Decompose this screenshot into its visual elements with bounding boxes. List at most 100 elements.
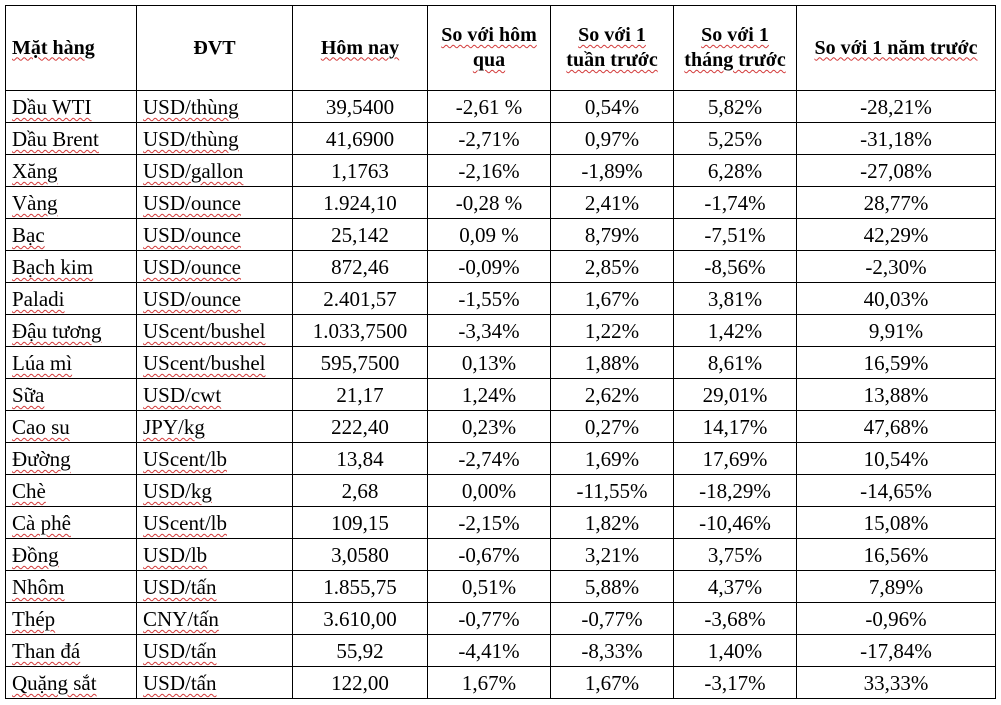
cell-vs-week: -0,77% xyxy=(550,602,674,635)
cell-vs-yesterday-text: 0,00% xyxy=(461,479,517,503)
cell-vs-month: 6,28% xyxy=(673,154,797,187)
cell-vs-week-text: -0,77% xyxy=(581,607,643,631)
cell-vs-year: 42,29% xyxy=(796,218,996,251)
cell-item-text: Than đá xyxy=(12,639,81,663)
cell-vs-year-text: 47,68% xyxy=(863,415,929,439)
cell-vs-year: 40,03% xyxy=(796,282,996,315)
cell-vs-yesterday-text: 0,23% xyxy=(461,415,517,439)
cell-vs-month-text: 5,82% xyxy=(707,95,763,119)
cell-unit-text: USD/ounce xyxy=(143,223,241,247)
cell-vs-year: 9,91% xyxy=(796,314,996,347)
cell-vs-month-text: -7,51% xyxy=(704,223,766,247)
cell-unit: UScent/lb xyxy=(136,442,293,475)
cell-item: Than đá xyxy=(5,634,137,667)
cell-item-text: Cà phê xyxy=(12,511,71,535)
cell-vs-week-text: 0,27% xyxy=(584,415,640,439)
cell-today: 41,6900 xyxy=(292,122,428,155)
cell-vs-week: 1,69% xyxy=(550,442,674,475)
cell-vs-year-text: 13,88% xyxy=(863,383,929,407)
cell-vs-week-text: 1,69% xyxy=(584,447,640,471)
table-row: Thép CNY/tấn 3.610,00 -0,77% -0,77% -3,68% -0,… xyxy=(5,602,996,635)
cell-vs-week: -11,55% xyxy=(550,474,674,507)
cell-vs-week: 5,88% xyxy=(550,570,674,603)
cell-today-text: 41,6900 xyxy=(325,127,395,151)
cell-unit: UScent/lb xyxy=(136,506,293,539)
cell-vs-month: -10,46% xyxy=(673,506,797,539)
cell-vs-week: -8,33% xyxy=(550,634,674,667)
cell-vs-month: 29,01% xyxy=(673,378,797,411)
cell-vs-week-text: 5,88% xyxy=(584,575,640,599)
cell-unit-text: USD/ounce xyxy=(143,255,241,279)
cell-item: Thép xyxy=(5,602,137,635)
cell-vs-week-text: 2,41% xyxy=(584,191,640,215)
cell-unit: USD/ounce xyxy=(136,250,293,283)
cell-today: 1.924,10 xyxy=(292,186,428,219)
table-row: Nhôm USD/tấn 1.855,75 0,51% 5,88% 4,37% 7,89% xyxy=(5,570,996,603)
cell-vs-yesterday-text: -2,74% xyxy=(458,447,520,471)
cell-unit: USD/thùng xyxy=(136,122,293,155)
cell-today-text: 2.401,57 xyxy=(323,287,397,311)
cell-vs-yesterday: -1,55% xyxy=(427,282,551,315)
header-vs-month-label: So với 1 tháng trước xyxy=(684,24,786,71)
table-row: Xăng USD/gallon 1,1763 -2,16% -1,89% 6,28% -27… xyxy=(5,154,996,187)
cell-vs-week-text: 0,54% xyxy=(584,95,640,119)
cell-today: 109,15 xyxy=(292,506,428,539)
cell-vs-year: 28,77% xyxy=(796,186,996,219)
cell-vs-week: -1,89% xyxy=(550,154,674,187)
cell-vs-month-text: 17,69% xyxy=(702,447,768,471)
cell-vs-week-text: 1,67% xyxy=(584,671,640,695)
cell-vs-month: -3,17% xyxy=(673,666,797,699)
cell-today-text: 25,142 xyxy=(331,223,389,247)
cell-item: Sữa xyxy=(5,378,137,411)
header-vs-week: So với 1 tuần trước xyxy=(550,5,674,91)
cell-item: Bạch kim xyxy=(5,250,137,283)
cell-item-text: Đường xyxy=(12,447,71,471)
cell-item-text: Lúa mì xyxy=(12,351,73,375)
cell-vs-month: 17,69% xyxy=(673,442,797,475)
cell-vs-year-text: -14,65% xyxy=(860,479,932,503)
cell-vs-yesterday-text: 0,09 % xyxy=(459,223,519,247)
cell-vs-month-text: -8,56% xyxy=(704,255,766,279)
cell-vs-year-text: 33,33% xyxy=(863,671,929,695)
cell-vs-week: 0,27% xyxy=(550,410,674,443)
cell-item: Quặng sắt xyxy=(5,666,137,699)
cell-today-text: 109,15 xyxy=(331,511,389,535)
cell-today: 3.610,00 xyxy=(292,602,428,635)
table-row: Bạc USD/ounce 25,142 0,09 % 8,79% -7,51% 42,29… xyxy=(5,218,996,251)
cell-vs-month: 3,75% xyxy=(673,538,797,571)
header-unit: ĐVT xyxy=(136,5,293,91)
header-unit-label: ĐVT xyxy=(193,36,236,59)
cell-vs-week-text: 1,82% xyxy=(584,511,640,535)
cell-vs-week-text: 1,88% xyxy=(584,351,640,375)
cell-vs-year: 13,88% xyxy=(796,378,996,411)
table-row: Paladi USD/ounce 2.401,57 -1,55% 1,67% 3,81% 4… xyxy=(5,282,996,315)
cell-today: 1.855,75 xyxy=(292,570,428,603)
cell-unit: USD/tấn xyxy=(136,634,293,667)
cell-today-text: 595,7500 xyxy=(320,351,400,375)
cell-vs-month-text: 3,75% xyxy=(707,543,763,567)
cell-item: Lúa mì xyxy=(5,346,137,379)
cell-vs-week: 3,21% xyxy=(550,538,674,571)
cell-vs-yesterday: 0,51% xyxy=(427,570,551,603)
cell-unit: USD/gallon xyxy=(136,154,293,187)
cell-vs-week: 1,22% xyxy=(550,314,674,347)
cell-vs-week-text: 3,21% xyxy=(584,543,640,567)
cell-vs-year-text: -31,18% xyxy=(860,127,932,151)
cell-vs-year-text: 28,77% xyxy=(863,191,929,215)
cell-unit-text: JPY/kg xyxy=(143,415,205,439)
cell-vs-month: -7,51% xyxy=(673,218,797,251)
cell-vs-year: 15,08% xyxy=(796,506,996,539)
cell-item: Đường xyxy=(5,442,137,475)
cell-vs-year-text: 9,91% xyxy=(868,319,924,343)
cell-vs-month: 5,82% xyxy=(673,90,797,123)
cell-item: Đậu tương xyxy=(5,314,137,347)
cell-vs-month: 5,25% xyxy=(673,122,797,155)
cell-vs-year-text: 40,03% xyxy=(863,287,929,311)
cell-vs-month-text: 29,01% xyxy=(702,383,768,407)
cell-vs-year-text: 15,08% xyxy=(863,511,929,535)
cell-vs-week: 8,79% xyxy=(550,218,674,251)
cell-unit: USD/ounce xyxy=(136,218,293,251)
cell-vs-week: 0,97% xyxy=(550,122,674,155)
cell-unit-text: USD/tấn xyxy=(143,575,217,599)
cell-item-text: Bạch kim xyxy=(12,255,94,279)
